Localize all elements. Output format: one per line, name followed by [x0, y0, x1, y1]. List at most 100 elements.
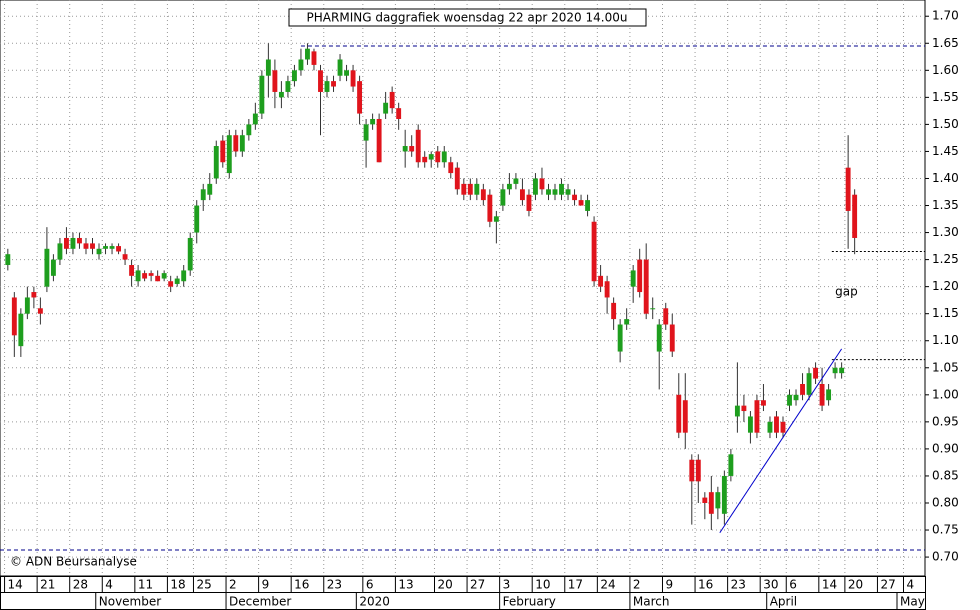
x-tick-label: 10	[535, 578, 550, 592]
x-tick-label: 28	[73, 578, 88, 592]
candle-body	[96, 248, 102, 255]
y-tick-label: 1.40	[932, 171, 959, 185]
copyright: © ADN Beursanalyse	[10, 555, 137, 569]
x-tick-label: 6	[789, 578, 797, 592]
candle-body	[181, 270, 187, 282]
x-tick-label: 17	[568, 578, 583, 592]
candle-body	[565, 189, 571, 195]
candle-body	[298, 59, 304, 71]
candles	[0, 43, 925, 551]
x-tick-label: 13	[398, 578, 413, 592]
candle-body	[122, 254, 128, 260]
grid	[0, 0, 929, 576]
candle-body	[220, 140, 226, 163]
y-tick-label: 0.85	[932, 468, 959, 482]
candle-body	[761, 400, 766, 406]
candle-body	[734, 405, 740, 417]
x-tick-label: 27	[880, 578, 895, 592]
candle-body	[331, 81, 336, 87]
candle-body	[487, 194, 493, 222]
candle-body	[506, 183, 512, 190]
title-box	[288, 8, 647, 27]
candle-body	[135, 270, 141, 282]
y-tick-label: 1.70	[932, 9, 959, 23]
x-tick-label: 9	[665, 578, 673, 592]
candle-body	[500, 189, 506, 206]
candle-body	[357, 81, 363, 114]
x-tick-label: 2	[229, 578, 237, 592]
candle-body	[708, 492, 714, 514]
candle-body	[37, 308, 43, 314]
y-tick-label: 1.55	[932, 90, 959, 104]
candle-body	[585, 200, 591, 211]
candle-body	[539, 178, 545, 190]
month-label: March	[633, 595, 670, 609]
candle-body	[350, 70, 356, 87]
month-label: 2020	[359, 595, 390, 609]
candle-body	[519, 189, 525, 201]
candle-body	[813, 367, 819, 379]
y-tick-label: 1.35	[932, 198, 959, 212]
candle-body	[363, 124, 369, 141]
month-label: December	[229, 595, 291, 609]
candle-body	[11, 297, 17, 336]
candle-body	[174, 278, 180, 284]
candle-body	[467, 183, 473, 195]
y-tick-label: 1.20	[932, 279, 959, 293]
candle-body	[774, 416, 779, 433]
candle-body	[754, 400, 760, 433]
candle-body	[578, 200, 584, 206]
candle-body	[155, 275, 161, 282]
candle-body	[611, 302, 617, 320]
x-tick-label: 20	[848, 578, 863, 592]
candle-body	[441, 151, 447, 163]
candle-body	[103, 246, 108, 249]
candle-body	[24, 297, 30, 314]
x-tick-label: 14	[8, 578, 23, 592]
candle-body	[591, 221, 597, 282]
x-tick-label: 14	[822, 578, 837, 592]
candle-body	[715, 492, 721, 509]
x-tick-label: 25	[196, 578, 211, 592]
x-tick-label: 24	[600, 578, 615, 592]
x-tick-label: 18	[170, 578, 185, 592]
candle-body	[200, 189, 206, 201]
candle-body	[64, 237, 69, 249]
candle-body	[630, 270, 636, 287]
candle-body	[246, 124, 252, 136]
candle-body	[402, 146, 408, 152]
candle-body	[474, 183, 480, 195]
candle-body	[526, 194, 532, 211]
candle-body	[187, 237, 193, 271]
month-label: May	[900, 595, 925, 609]
x-tick-label: 9	[262, 578, 270, 592]
candle-body	[18, 313, 24, 347]
candle-body	[50, 259, 56, 276]
candle-body	[793, 394, 799, 401]
candle-body	[598, 275, 604, 287]
candle-body	[572, 194, 577, 201]
candle-body	[324, 81, 330, 92]
candle-body	[695, 459, 701, 482]
y-tick-label: 0.80	[932, 495, 959, 509]
y-tick-label: 1.45	[932, 144, 959, 158]
candle-body	[252, 113, 258, 125]
candle-body	[226, 135, 232, 174]
candle-body	[272, 70, 278, 92]
candle-body	[148, 273, 154, 276]
candle-body	[44, 248, 50, 287]
candle-body	[161, 273, 167, 279]
x-tick-label: 11	[138, 578, 153, 592]
candle-body	[318, 70, 323, 92]
x-tick-label: 27	[470, 578, 485, 592]
month-label: April	[770, 595, 797, 609]
candle-body	[422, 156, 428, 163]
candle-body	[559, 183, 564, 195]
x-tick-label: 2	[633, 578, 641, 592]
candle-body	[728, 454, 734, 476]
x-tick-label: 6	[366, 578, 374, 592]
candle-body	[806, 373, 812, 395]
x-tick-label: 4	[105, 578, 113, 592]
candle-body	[389, 91, 395, 109]
candle-body	[493, 216, 499, 222]
